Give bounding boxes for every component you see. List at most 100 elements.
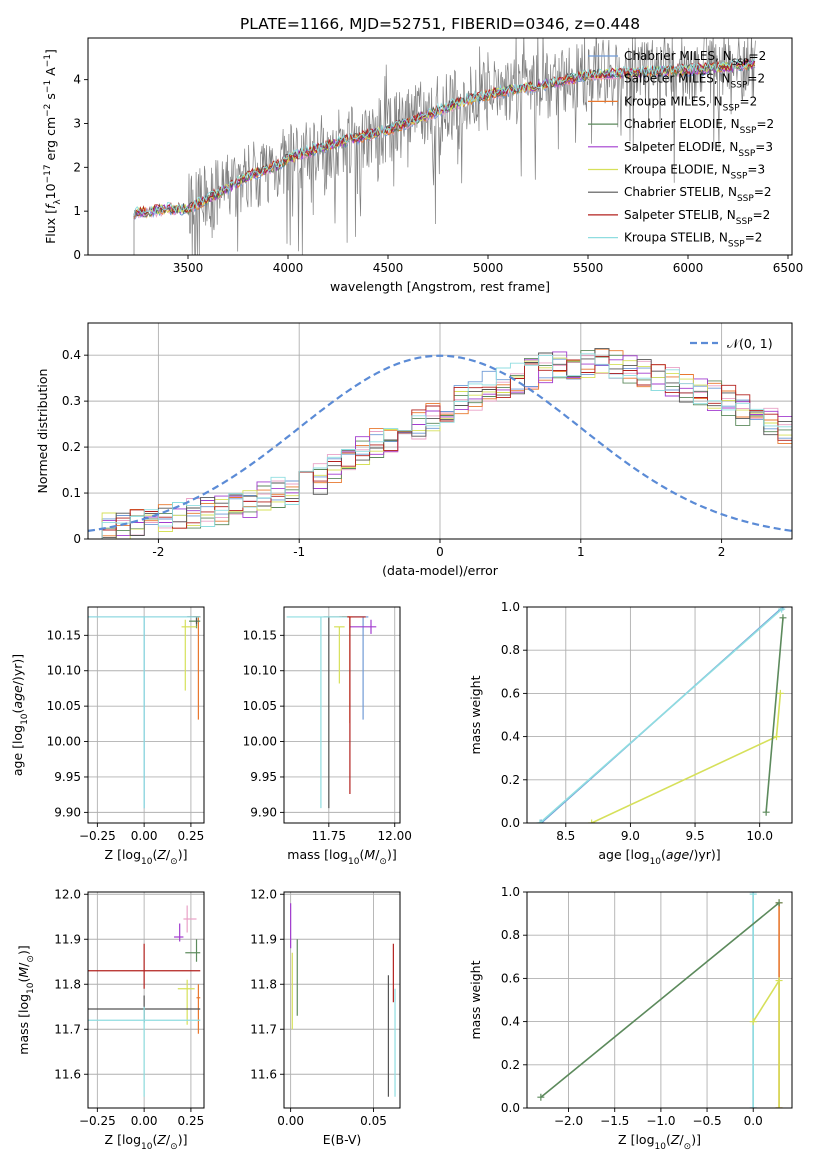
spectrum-legend-label-part: Chabrier STELIB, N (624, 185, 737, 199)
mass_vs_ebv-xlabel-part: E(B-V) (323, 1132, 362, 1147)
weight_vs_Z-series-marker (537, 1093, 545, 1101)
spectrum-xtick-label: 4000 (273, 261, 304, 275)
residuals-ytick-label: 0 (73, 532, 81, 546)
mass_vs_Z-ylabel-part: 10 (26, 982, 36, 994)
spectrum-legend-label-part: SSP (738, 149, 755, 159)
spectrum-legend-label: Chabrier ELODIE, NSSP=2 (624, 117, 774, 136)
spectrum-legend-label-part: Chabrier MILES, N (624, 49, 732, 63)
spectrum-ylabel-part: erg cm (43, 117, 58, 165)
spectrum-legend-label: Salpeter STELIB, NSSP=2 (624, 208, 770, 227)
mass_vs_Z-xlabel-part: Z [log (105, 1132, 141, 1147)
mass_vs_Z-border (87, 891, 205, 1109)
age_vs_Z-ylabel-part: 10 (20, 713, 30, 725)
spectrum-legend-label: Kroupa STELIB, NSSP=2 (624, 231, 762, 250)
spectrum-legend-label-part: Kroupa MILES, N (624, 94, 723, 108)
residuals-ytick-label: 0.3 (62, 394, 81, 408)
mass_vs_Z-xlabel-part: Z (156, 1132, 166, 1147)
spectrum-legend-label-part: =2 (749, 49, 767, 63)
weight_vs_Z-xlabel-part: Z [log (618, 1132, 654, 1147)
spectrum-legend-label: Chabrier MILES, NSSP=2 (624, 49, 766, 68)
age_vs_Z-ytick-label: 9.95 (54, 770, 81, 784)
weight_vs_Z-xtick-label: −1.5 (600, 1114, 629, 1128)
spectrum-legend-label-part: SSP (731, 172, 748, 182)
mass_vs_ebv-border (283, 891, 401, 1109)
spectrum-ylabel-part: −1 (43, 54, 53, 67)
age_vs_mass-xlabel-part: mass [log (287, 847, 348, 862)
weight_vs_age-xtick-label: 9.5 (686, 829, 705, 843)
age_vs_Z-axes (88, 607, 204, 823)
residuals-xlabel-part: (data-model)/error (382, 563, 499, 578)
age_vs_Z-xlabel-part: Z (156, 847, 166, 862)
residuals-legend-label: 𝒩(0, 1) (727, 336, 773, 351)
residuals-ylabel: Normed distribution (35, 369, 50, 494)
weight_vs_Z-axes (527, 891, 792, 1109)
residuals-xlabel: (data-model)/error (382, 563, 499, 578)
spectrum-legend-label-part: =2 (745, 231, 763, 245)
age_vs_mass-border (283, 606, 401, 824)
mass_vs_Z-xlabel-part: 10 (141, 1142, 153, 1152)
weight_vs_age-border (526, 606, 793, 824)
mass_vs_Z-ytick-label: 11.9 (54, 932, 81, 946)
weight_vs_age-xlabel-part: ( (661, 847, 666, 862)
spectrum-xtick-label: 6000 (673, 261, 704, 275)
age_vs_mass-ytick-label: 9.95 (250, 770, 277, 784)
mass_vs_ebv-ytick-label: 11.7 (250, 1022, 277, 1036)
mass_vs_Z-xtick-label: 0.00 (131, 1114, 158, 1128)
mass_vs_Z-ylabel-part: ⊙ (26, 955, 36, 963)
age_vs_mass-ytick-label: 10.00 (243, 735, 277, 749)
weight_vs_age-xtick-label: 10.0 (746, 829, 773, 843)
spectrum-legend-label-part: Kroupa STELIB, N (624, 231, 728, 245)
spectrum-ylabel-part: Flux [ (43, 209, 58, 244)
spectrum-ylabel-part: f (43, 203, 58, 209)
spectrum-ytick-label: 1 (73, 204, 81, 218)
spectrum-ytick-label: 2 (73, 160, 81, 174)
spectrum-ylabel-part: λ (53, 199, 63, 205)
spectrum-legend-label-part: Chabrier ELODIE, N (624, 117, 740, 131)
age_vs_mass-ytick-label: 9.90 (250, 805, 277, 819)
age_vs_Z-ylabel-part: age [log (10, 725, 25, 776)
mass_vs_ebv-xlabel: E(B-V) (323, 1132, 362, 1147)
mass_vs_Z-axes (88, 892, 204, 1108)
mass_vs_Z-ytick-label: 12.0 (54, 887, 81, 901)
mass_vs_Z-xlabel: Z [log10(Z/⊙)] (105, 1132, 188, 1152)
weight_vs_age-xlabel-part: age [log (598, 847, 649, 862)
spectrum-border (87, 37, 793, 256)
weight_vs_age-series-marker (772, 733, 780, 741)
mass_vs_ebv-ytick-label: 11.8 (250, 977, 277, 991)
age_vs_Z-frame: −0.25 0.00 0.25 9.90 9.95 10.00 10.05 10.10 10.1… (10, 606, 205, 867)
mass_vs_Z-ylabel-part: ( (16, 978, 31, 983)
weight_vs_Z-ytick-label: 1.0 (501, 885, 520, 899)
residuals-ytick-label: 0.4 (62, 348, 81, 362)
weight_vs_age-ytick-label: 0.4 (501, 730, 520, 744)
weight_vs_Z-frame: −2.0 −1.5 −1.0 −0.5 0.0 0.0 0.2 0.4 0.6 0.8 1.0 Z [… (468, 885, 793, 1152)
weight_vs_age-axes (527, 606, 792, 824)
age_vs_Z-ytick-label: 9.90 (54, 805, 81, 819)
spectrum-xtick-label: 5000 (473, 261, 504, 275)
age_vs_mass-axes (284, 607, 400, 823)
spectrum-legend-label-part: =2 (753, 208, 771, 222)
residuals-ytick-label: 0.1 (62, 486, 81, 500)
mass_vs_Z-ytick-label: 11.6 (54, 1067, 81, 1081)
age_vs_Z-plot (88, 616, 201, 809)
spectrum-xtick-label: 5500 (573, 261, 604, 275)
age_vs_Z-border (87, 606, 205, 824)
weight_vs_age-ylabel-part: mass weight (468, 675, 483, 754)
weight_vs_age-series-marker (537, 819, 545, 823)
weight_vs_age-ytick-label: 0.6 (501, 686, 520, 700)
spectrum-legend-label-part: =2 (756, 117, 774, 131)
weight_vs_age-series-line (591, 693, 782, 823)
age_vs_mass-xlabel-part: 10 (348, 857, 360, 867)
spectrum-xtick-label: 3500 (173, 261, 204, 275)
weight_vs_Z-xlabel: Z [log10(Z/⊙)] (618, 1132, 701, 1152)
mass_vs_ebv-axes (284, 892, 400, 1108)
weight_vs_Z-series-line (752, 977, 780, 1108)
spectrum-xlabel: wavelength [Angstrom, rest frame] (330, 279, 550, 294)
weight_vs_Z-xtick-label: −2.0 (554, 1114, 583, 1128)
spectrum-legend-label-part: Salpeter STELIB, N (624, 208, 736, 222)
weight_vs_age-series-marker (776, 689, 784, 697)
spectrum-plot (133, 38, 756, 255)
spectrum-legend-label: Kroupa MILES, NSSP=2 (624, 94, 757, 113)
mass_vs_ebv-xtick-label: 0.05 (360, 1114, 387, 1128)
spectrum-legend-label-part: SSP (740, 126, 757, 136)
